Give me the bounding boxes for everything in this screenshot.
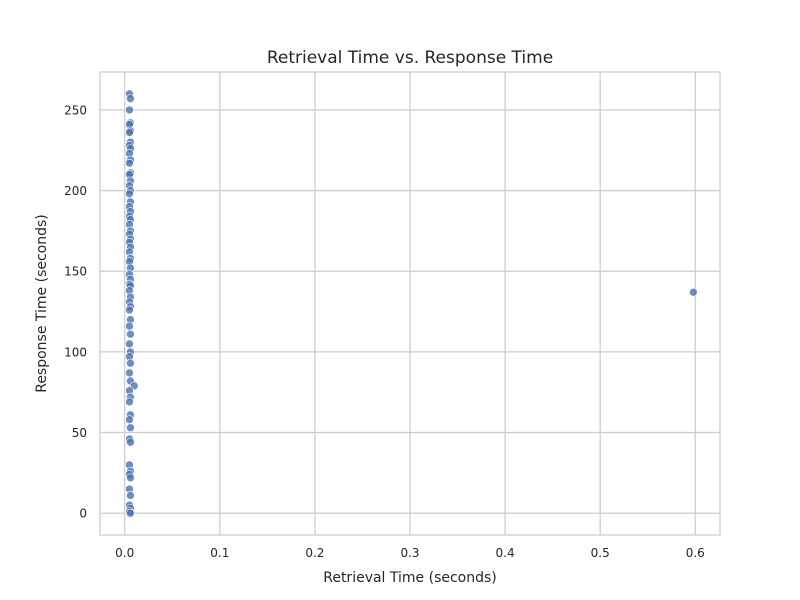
y-tick-label: 200	[64, 184, 87, 198]
y-tick-label: 50	[72, 426, 87, 440]
x-tick-label: 0.1	[210, 546, 229, 560]
data-point	[126, 329, 135, 339]
x-tick-label: 0.0	[115, 546, 134, 560]
data-point	[125, 105, 134, 115]
x-tick-label: 0.2	[305, 546, 324, 560]
x-tick-label: 0.5	[591, 546, 610, 560]
x-axis-ticks: 0.0 0.1 0.2 0.3 0.4 0.5 0.6	[115, 546, 705, 560]
data-point	[126, 491, 135, 500]
x-tick-label: 0.3	[400, 546, 419, 560]
data-point	[689, 287, 698, 297]
y-tick-label: 0	[79, 507, 87, 521]
data-point	[126, 358, 135, 368]
y-axis-label: Response Time (seconds)	[34, 214, 50, 393]
x-axis-label: Retrieval Time (seconds)	[323, 570, 497, 586]
data-point	[125, 189, 134, 199]
y-tick-label: 150	[64, 265, 87, 279]
data-point	[125, 305, 134, 315]
x-tick-label: 0.6	[686, 546, 705, 560]
data-point	[126, 423, 135, 433]
data-point	[125, 415, 134, 424]
data-point	[125, 158, 134, 168]
data-point	[125, 339, 134, 349]
chart-title: Retrieval Time vs. Response Time	[267, 48, 553, 68]
data-point	[125, 321, 134, 331]
data-point	[125, 397, 134, 407]
data-point	[125, 128, 134, 137]
y-axis-ticks: 0 50 100 150 200 250	[64, 103, 87, 520]
plot-area-frame	[99, 71, 721, 536]
data-points	[125, 89, 698, 518]
data-point	[126, 437, 135, 447]
y-tick-label: 250	[64, 103, 87, 117]
x-tick-label: 0.4	[496, 546, 515, 560]
y-tick-label: 100	[64, 345, 87, 359]
data-point	[126, 473, 135, 483]
data-point	[125, 368, 134, 378]
grid-lines	[100, 72, 720, 535]
data-point	[126, 508, 135, 518]
data-point	[126, 94, 135, 103]
